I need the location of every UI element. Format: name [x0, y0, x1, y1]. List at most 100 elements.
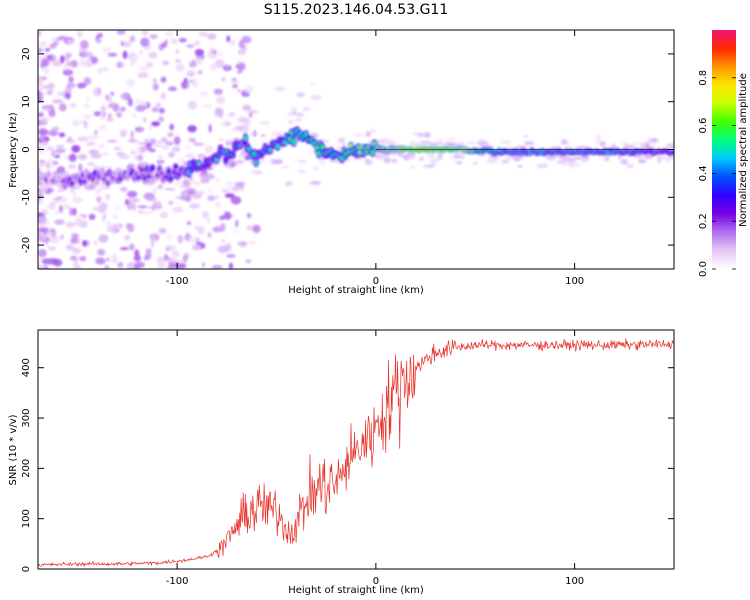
- noise-blob: [224, 64, 230, 70]
- noise-blob: [186, 79, 195, 83]
- noise-blob: [72, 197, 84, 204]
- noise-blob: [236, 70, 243, 74]
- noise-blob: [91, 56, 99, 64]
- haze-blob: [258, 121, 271, 125]
- haze-blob: [230, 128, 243, 132]
- noise-blob: [138, 66, 148, 71]
- noise-blob: [124, 234, 130, 241]
- noise-blob: [107, 52, 118, 57]
- snr-panel: -100 0 100 0 100 200 300 400 Height of straigh…: [8, 329, 675, 596]
- noise-blob: [47, 246, 57, 251]
- noise-blob: [112, 253, 117, 261]
- haze-blob: [69, 188, 75, 193]
- ridge-core: [231, 152, 235, 157]
- noise-blob: [38, 48, 44, 53]
- noise-blob: [127, 223, 135, 233]
- ridge-core: [223, 157, 228, 163]
- haze-blob: [171, 146, 181, 153]
- noise-blob: [174, 179, 184, 188]
- noise-blob: [72, 207, 77, 216]
- noise-blob: [57, 35, 69, 41]
- noise-blob: [82, 103, 90, 109]
- spectrogram-y-label: Frequency (Hz): [8, 112, 19, 188]
- noise-blob: [204, 145, 214, 154]
- noise-blob: [252, 224, 261, 233]
- ridge-core: [340, 156, 345, 161]
- spectrogram-marks: [38, 30, 674, 269]
- haze-blob: [297, 169, 307, 174]
- haze-blob: [120, 186, 128, 192]
- haze-blob: [418, 156, 425, 161]
- haze-blob: [638, 159, 647, 163]
- noise-blob: [79, 213, 85, 218]
- noise-blob: [48, 109, 56, 118]
- haze-blob: [410, 165, 416, 170]
- noise-blob: [193, 181, 201, 187]
- noise-blob: [109, 103, 119, 107]
- y-tick-label: 10: [21, 95, 32, 108]
- y-tick-label: 200: [21, 459, 32, 478]
- noise-blob: [137, 72, 149, 79]
- noise-blob: [245, 259, 252, 264]
- x-tick-label: 100: [565, 576, 584, 587]
- noise-blob: [93, 87, 102, 97]
- haze-blob: [214, 194, 220, 200]
- haze-blob: [665, 156, 671, 163]
- ridge-core: [166, 168, 171, 174]
- noise-blob: [210, 63, 217, 71]
- noise-blob: [235, 64, 243, 69]
- haze-blob: [370, 128, 376, 133]
- noise-blob: [224, 180, 234, 188]
- noise-blob: [72, 247, 82, 254]
- noise-blob: [83, 120, 88, 129]
- haze-blob: [177, 158, 187, 163]
- noise-blob: [230, 196, 242, 205]
- colorbar: 0.0 0.2 0.4 0.6 0.8 Normalized spectral ampl…: [698, 30, 749, 277]
- y-tick-label: 100: [21, 509, 32, 528]
- noise-blob: [46, 90, 53, 96]
- noise-blob: [119, 92, 129, 100]
- haze-blob: [89, 149, 99, 154]
- noise-blob: [143, 255, 148, 261]
- haze-blob: [232, 184, 245, 191]
- haze-blob: [172, 206, 184, 213]
- noise-blob: [52, 99, 63, 104]
- noise-blob: [101, 152, 110, 156]
- noise-blob: [170, 257, 178, 264]
- noise-blob: [221, 77, 226, 82]
- noise-blob: [79, 58, 86, 68]
- haze-blob: [296, 92, 305, 98]
- ridge-core: [100, 168, 105, 174]
- haze-blob: [560, 141, 569, 145]
- noise-blob: [76, 237, 81, 244]
- noise-blob: [119, 129, 127, 138]
- haze-blob: [472, 161, 478, 166]
- x-tick-label: 0: [373, 576, 379, 587]
- noise-blob: [140, 37, 150, 47]
- haze-blob: [437, 155, 443, 160]
- noise-blob: [102, 46, 111, 54]
- colorbar-tick-label: 0.0: [698, 261, 709, 277]
- haze-blob: [192, 142, 204, 146]
- noise-blob: [38, 128, 49, 136]
- noise-blob: [66, 62, 73, 67]
- noise-blob: [92, 207, 101, 211]
- noise-blob: [166, 232, 173, 241]
- haze-blob: [423, 164, 436, 168]
- haze-blob: [113, 223, 121, 227]
- noise-blob: [120, 40, 124, 47]
- y-tick-label: 0: [21, 566, 32, 572]
- colorbar-tick-label: 0.2: [698, 213, 709, 229]
- noise-blob: [68, 154, 77, 162]
- noise-blob: [152, 82, 159, 92]
- haze-blob: [297, 160, 308, 163]
- haze-blob: [53, 210, 65, 215]
- noise-blob: [198, 32, 209, 37]
- noise-blob: [182, 254, 188, 264]
- haze-blob: [234, 181, 246, 186]
- haze-blob: [445, 137, 457, 141]
- haze-blob: [98, 203, 108, 209]
- noise-blob: [214, 107, 224, 114]
- noise-blob: [72, 119, 80, 127]
